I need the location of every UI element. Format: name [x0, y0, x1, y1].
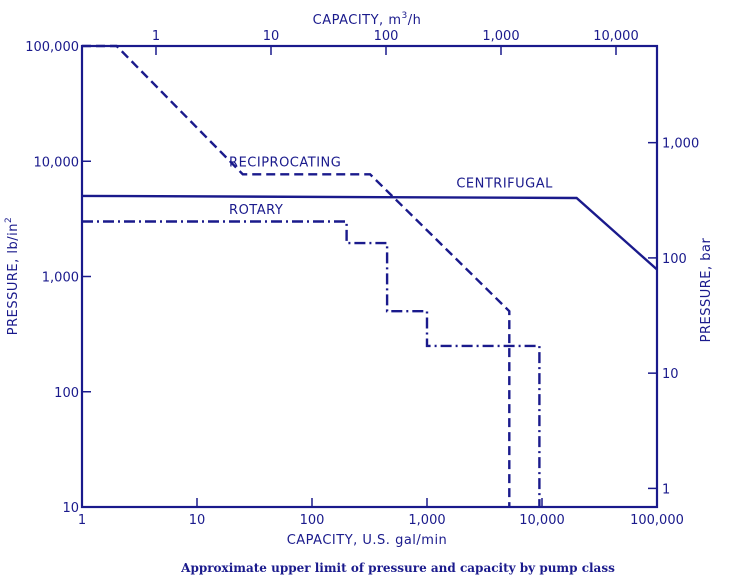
y-tick-label-left: 100,000	[25, 40, 79, 55]
series-label-centrifugal: CENTRIFUGAL	[456, 177, 553, 192]
x-tick-label-bottom: 10	[189, 513, 206, 528]
x-tick-label-bottom: 100	[300, 513, 325, 528]
y-axis-title-left: PRESSURE, lb/in2	[4, 217, 21, 335]
series-line-rotary	[82, 220, 541, 507]
y-tick-label-left: 10,000	[34, 155, 80, 170]
x-tick-label-bottom: 1	[78, 513, 86, 528]
x-tick-label-bottom: 1,000	[408, 513, 445, 528]
x-axis-title-top-unit: /h	[408, 13, 422, 28]
y-tick-label-left: 10	[62, 501, 79, 516]
series-label-rotary: ROTARY	[229, 203, 283, 218]
x-tick-label-top: 1	[152, 29, 160, 44]
chart-caption: Approximate upper limit of pressure and …	[180, 561, 615, 575]
y-tick-label-right: 10	[662, 367, 679, 382]
y-axis-title-left-text: PRESSURE, lb/in	[6, 223, 21, 335]
plot-border	[80, 44, 659, 509]
y-tick-label-left: 1,000	[42, 271, 79, 286]
x-tick-label-bottom: 100,000	[630, 513, 684, 528]
x-tick-label-top: 10	[263, 29, 280, 44]
x-tick-label-bottom: 10,000	[519, 513, 565, 528]
series-line-reciprocating	[82, 44, 511, 507]
series-line-centrifugal	[81, 194, 658, 271]
series-lines	[81, 44, 658, 507]
y-axis-title-left-superscript: 2	[4, 217, 14, 223]
y-tick-label-left: 100	[54, 386, 79, 401]
y-tick-label-right: 1	[662, 482, 670, 497]
x-axis-title-top-text: CAPACITY, m	[313, 13, 402, 28]
chart-labels: 1 10 100 1,000 10,000 100,000101001,00010,000…	[25, 29, 699, 528]
y-tick-label-right: 1,000	[662, 137, 699, 152]
y-tick-label-right: 100	[662, 252, 687, 267]
y-axis-title-right: PRESSURE, bar	[699, 238, 714, 343]
plot-frame	[80, 44, 659, 509]
x-tick-label-top: 1,000	[482, 29, 519, 44]
x-axis-title-top-superscript: 3	[402, 11, 408, 21]
x-tick-label-top: 10,000	[593, 29, 639, 44]
tick-marks	[81, 45, 658, 508]
x-axis-title-top: CAPACITY, m3/h	[313, 11, 422, 28]
series-label-reciprocating: RECIPROCATING	[229, 156, 341, 171]
x-tick-label-top: 100	[374, 29, 399, 44]
x-axis-title-bottom: CAPACITY, U.S. gal/min	[287, 533, 448, 548]
